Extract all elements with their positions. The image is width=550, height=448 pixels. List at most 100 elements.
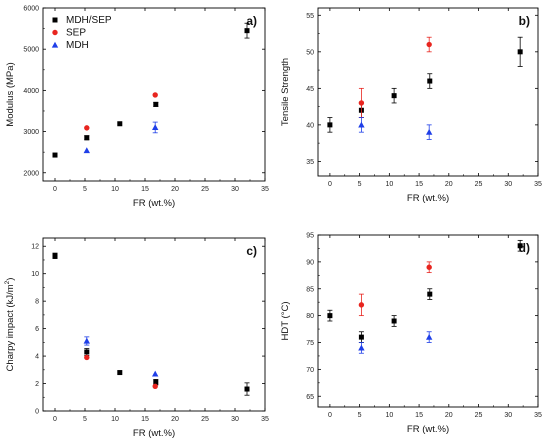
y-tick-label: 65 (306, 394, 314, 401)
series-mdh-sep (327, 36, 523, 133)
x-tick-label: 0 (328, 412, 332, 419)
x-tick-label: 15 (141, 416, 149, 423)
data-point (84, 349, 90, 355)
data-point (426, 41, 432, 48)
x-tick-label: 20 (171, 416, 179, 423)
y-axis-title-text: Charpy impact (kJ/m (5, 284, 16, 371)
data-point (84, 354, 90, 361)
data-point (358, 334, 364, 340)
legend-entry: SEP (66, 28, 86, 39)
plot-frame (42, 237, 266, 412)
x-tick-label: 20 (445, 412, 453, 419)
y-tick-label: 6 (35, 326, 39, 333)
x-tick-label: 25 (475, 181, 483, 188)
data-point (52, 253, 58, 259)
x-tick-label: 20 (445, 181, 453, 188)
x-tick-label: 0 (53, 186, 57, 193)
y-tick-label: 6000 (23, 6, 39, 13)
y-tick-label: 70 (306, 367, 314, 374)
x-axis-title: FR (wt.%) (133, 428, 175, 439)
data-point (152, 92, 158, 98)
series-mdh (83, 336, 159, 377)
data-point (358, 100, 365, 106)
y-tick-label: 5000 (23, 47, 39, 54)
panel-letter: a) (246, 14, 257, 28)
y-tick-label: 4000 (23, 88, 39, 95)
data-point (117, 121, 123, 127)
x-tick-label: 30 (504, 412, 512, 419)
x-tick-label: 5 (83, 416, 87, 423)
legend-marker (52, 29, 58, 36)
y-tick-label: 10 (31, 271, 39, 278)
data-point (153, 101, 159, 107)
x-tick-label: 35 (261, 186, 269, 193)
series-mdh-sep (52, 252, 250, 396)
y-tick-label: 2 (35, 381, 39, 388)
y-axis-title: Modulus (MPa) (5, 62, 16, 126)
data-point (427, 291, 433, 297)
data-point (83, 147, 90, 154)
x-tick-label: 35 (534, 412, 542, 419)
x-tick-label: 15 (415, 181, 423, 188)
data-point (83, 337, 90, 344)
x-tick-label: 5 (358, 181, 362, 188)
series-sep (358, 36, 432, 118)
series-mdh (358, 331, 433, 354)
series-mdh (358, 117, 433, 140)
series-mdh-sep (52, 22, 250, 158)
x-axis-title: FR (wt.%) (407, 424, 449, 435)
data-point (84, 135, 90, 141)
y-tick-label: 45 (306, 86, 314, 93)
y-tick-label: 12 (31, 244, 39, 251)
chart-panel-2: 0 5 10 15 20 25 30 35 35 40 45 50 55 FR (wt.%) Tensile… (280, 7, 542, 204)
x-tick-label: 5 (358, 412, 362, 419)
data-point (153, 379, 159, 385)
data-point (427, 78, 433, 84)
data-point (327, 122, 333, 128)
x-axis-title: FR (wt.%) (407, 193, 449, 204)
legend-entry: MDH/SEP (66, 15, 112, 26)
data-point (391, 93, 397, 99)
series-mdh (83, 121, 159, 154)
x-tick-label: 25 (201, 416, 209, 423)
data-point (426, 264, 432, 270)
x-tick-label: 10 (385, 181, 393, 188)
y-tick-label: 2000 (23, 170, 39, 177)
x-tick-label: 15 (415, 412, 423, 419)
x-tick-label: 10 (111, 186, 119, 193)
data-point (358, 344, 365, 351)
y-axis-title: Charpy impact (kJ/m2) (4, 278, 16, 372)
y-tick-label: 3000 (23, 129, 39, 136)
x-tick-label: 30 (504, 181, 512, 188)
series-sep (84, 354, 158, 389)
data-point (358, 302, 365, 308)
y-axis-title-superscript: 2 (4, 280, 11, 284)
x-tick-label: 10 (385, 412, 393, 419)
y-axis-title-suffix: ) (5, 278, 16, 281)
y-axis-title-text: HDT (°C) (280, 302, 291, 341)
series-mdh-sep (327, 239, 523, 343)
x-tick-label: 0 (53, 416, 57, 423)
x-tick-label: 35 (534, 181, 542, 188)
data-point (425, 333, 433, 340)
plot-frame (317, 7, 539, 177)
x-tick-label: 15 (141, 186, 149, 193)
y-tick-label: 90 (306, 259, 314, 266)
y-tick-label: 50 (306, 49, 314, 56)
data-point (358, 121, 365, 128)
y-tick-label: 55 (306, 13, 314, 20)
x-tick-label: 25 (201, 186, 209, 193)
x-tick-label: 5 (83, 186, 87, 193)
panel-letter: d) (519, 241, 530, 255)
y-tick-label: 8 (35, 299, 39, 306)
chart-panel-4: 0 5 10 15 20 25 30 35 65 70 75 80 85 90 95 FR (wt.%) HDT… (280, 233, 542, 436)
series-sep (358, 261, 432, 317)
data-point (425, 128, 433, 135)
x-tick-label: 35 (261, 416, 269, 423)
data-point (244, 28, 250, 34)
data-point (152, 383, 158, 389)
y-tick-label: 85 (306, 286, 314, 293)
legend-marker (52, 17, 58, 23)
y-axis-title-text: Tensile Strength (280, 58, 291, 126)
